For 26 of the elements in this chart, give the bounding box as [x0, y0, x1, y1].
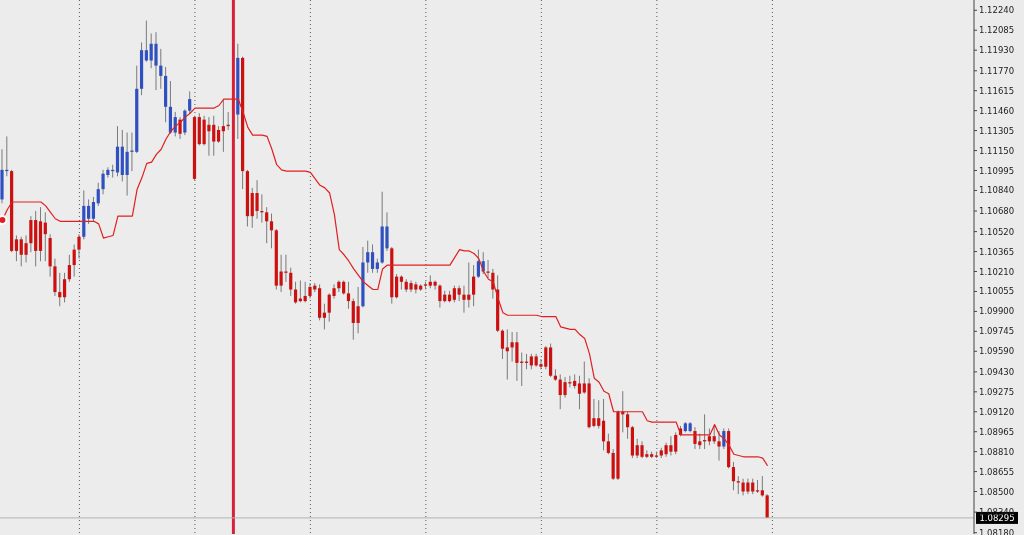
y-tick-label: 1.10680	[979, 206, 1015, 217]
y-tick-label: 1.09745	[979, 326, 1015, 337]
y-tick-label: 1.10995	[979, 165, 1015, 176]
y-tick-label: 1.11460	[979, 105, 1015, 116]
y-tick-label: 1.10840	[979, 185, 1015, 196]
y-tick-label: 1.09120	[979, 406, 1015, 417]
y-tick-label: 1.09900	[979, 306, 1015, 317]
y-tick-label: 1.08180	[979, 527, 1015, 535]
y-tick-label: 1.08810	[979, 446, 1015, 457]
y-tick-label: 1.09275	[979, 386, 1015, 397]
y-tick-label: 1.10365	[979, 246, 1015, 257]
y-tick-label: 1.11150	[979, 145, 1015, 156]
y-tick-label: 1.08655	[979, 466, 1015, 477]
y-tick-label: 1.11770	[979, 65, 1015, 76]
y-tick-label: 1.11305	[979, 125, 1015, 136]
y-tick-label: 1.10520	[979, 226, 1015, 237]
y-tick-label: 1.11615	[979, 85, 1015, 96]
y-tick-label: 1.12085	[979, 25, 1015, 36]
y-tick-label: 1.08500	[979, 486, 1015, 497]
y-tick-label: 1.09590	[979, 346, 1015, 357]
y-tick-label: 1.10055	[979, 286, 1015, 297]
y-tick-label: 1.09430	[979, 366, 1015, 377]
y-tick-label: 1.08965	[979, 426, 1015, 437]
y-tick-label: 1.12240	[979, 5, 1015, 16]
y-tick-label: 1.11930	[979, 45, 1015, 56]
y-tick-label: 1.10210	[979, 266, 1015, 277]
